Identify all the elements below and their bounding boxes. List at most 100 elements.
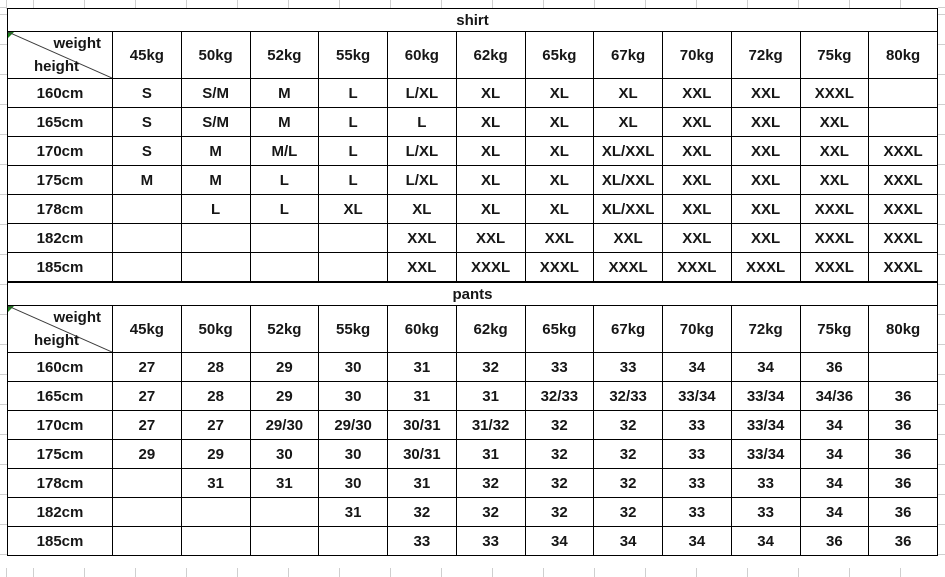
- height-row-header: 178cm: [7, 468, 113, 498]
- size-cell: L: [318, 136, 388, 166]
- size-cell: 29: [249, 381, 320, 411]
- size-cell: S/M: [180, 78, 251, 108]
- weight-column-header: 52kg: [249, 305, 320, 353]
- size-cell: 29: [112, 439, 182, 469]
- size-cell: 32: [455, 468, 526, 498]
- table-row: 185cm XXL XXXL XXXL XXXL XXXL XXXL XXXL XXXL: [7, 252, 938, 282]
- size-cell: XXL: [455, 223, 526, 253]
- size-cell: XXL: [662, 194, 732, 224]
- size-cell: M/L: [249, 136, 320, 166]
- size-cell: XL: [455, 136, 526, 166]
- size-cell: 27: [112, 352, 182, 382]
- weight-column-header: 60kg: [387, 31, 457, 79]
- size-cell: 29/30: [318, 410, 388, 440]
- size-cell: 28: [180, 381, 251, 411]
- size-cell: 31: [249, 468, 320, 498]
- size-cell: M: [249, 107, 320, 137]
- size-cell: XL: [455, 107, 526, 137]
- size-cell: [868, 107, 938, 137]
- size-cell: 34/36: [799, 381, 870, 411]
- size-cell: L: [387, 107, 457, 137]
- size-cell: 31: [455, 381, 526, 411]
- size-cell: XXXL: [868, 252, 938, 282]
- weight-column-header: 62kg: [455, 31, 526, 79]
- weight-column-header: 60kg: [387, 305, 457, 353]
- size-cell: 32/33: [593, 381, 663, 411]
- table-row: 165cm S S/M M L L XL XL XL XXL XXL XXL: [7, 107, 938, 137]
- size-cell: 31: [387, 468, 457, 498]
- size-cell: XXL: [730, 194, 801, 224]
- size-cell: [112, 468, 182, 498]
- size-cell: S/M: [180, 107, 251, 137]
- table-title-row: shirt: [7, 8, 938, 32]
- weight-column-header: 45kg: [112, 31, 182, 79]
- size-cell: [112, 223, 182, 253]
- size-cell: M: [180, 165, 251, 195]
- table-header-row: weight height 45kg 50kg 52kg 55kg 60kg 62kg 65kg…: [7, 305, 938, 353]
- size-cell: 32: [455, 497, 526, 527]
- weight-column-header: 50kg: [180, 31, 251, 79]
- size-cell: XXXL: [799, 194, 870, 224]
- size-cell: 33: [455, 526, 526, 556]
- weight-column-header: 75kg: [799, 305, 870, 353]
- size-cell: XXXL: [868, 223, 938, 253]
- table-row: 175cm 29 29 30 30 30/31 31 32 32 33 33/34 34 36: [7, 439, 938, 469]
- size-cell: XXL: [387, 223, 457, 253]
- size-cell: XL: [387, 194, 457, 224]
- size-cell: XL: [524, 194, 595, 224]
- size-cell: 33: [662, 410, 732, 440]
- corner-weight-label: weight: [53, 309, 102, 326]
- size-cell: XL: [455, 78, 526, 108]
- table-row: 170cm S M M/L L L/XL XL XL XL/XXL XXL XXL XXL XXXL: [7, 136, 938, 166]
- weight-column-header: 50kg: [180, 305, 251, 353]
- size-cell: XL: [524, 78, 595, 108]
- size-cell: 34: [730, 526, 801, 556]
- weight-column-header: 75kg: [799, 31, 870, 79]
- size-cell: 31: [455, 439, 526, 469]
- weight-column-header: 45kg: [112, 305, 182, 353]
- size-cell: XL: [524, 136, 595, 166]
- weight-height-corner-cell: weight height: [7, 31, 113, 79]
- size-cell: 36: [868, 468, 938, 498]
- size-table-0: shirt weight height 45kg 50kg 52kg 55kg 60kg 62k…: [7, 8, 938, 282]
- size-cell: XXL: [593, 223, 663, 253]
- size-cell: 33: [662, 468, 732, 498]
- height-row-header: 170cm: [7, 136, 113, 166]
- size-cell: 27: [180, 410, 251, 440]
- height-row-header: 175cm: [7, 439, 113, 469]
- size-cell: L/XL: [387, 78, 457, 108]
- size-cell: L: [318, 165, 388, 195]
- size-cell: [112, 194, 182, 224]
- size-cell: 31: [318, 497, 388, 527]
- size-cell: 33: [662, 439, 732, 469]
- height-row-header: 175cm: [7, 165, 113, 195]
- size-cell: 36: [868, 410, 938, 440]
- height-row-header: 160cm: [7, 78, 113, 108]
- corner-height-label: height: [34, 58, 79, 75]
- weight-column-header: 72kg: [730, 305, 801, 353]
- size-cell: XL: [524, 165, 595, 195]
- size-cell: XL: [524, 107, 595, 137]
- size-cell: 30: [318, 381, 388, 411]
- size-cell: [180, 252, 251, 282]
- weight-column-header: 55kg: [318, 31, 388, 79]
- table-row: 170cm 27 27 29/30 29/30 30/31 31/32 32 32 33 33/34…: [7, 410, 938, 440]
- size-cell: XXL: [799, 165, 870, 195]
- size-cell: 36: [868, 497, 938, 527]
- size-cell: L/XL: [387, 136, 457, 166]
- size-cell: 32: [593, 497, 663, 527]
- size-cell: 34: [799, 468, 870, 498]
- height-row-header: 165cm: [7, 107, 113, 137]
- weight-column-header: 55kg: [318, 305, 388, 353]
- weight-column-header: 67kg: [593, 31, 663, 79]
- size-cell: XL: [593, 78, 663, 108]
- weight-column-header: 65kg: [524, 305, 595, 353]
- size-cell: XXL: [730, 223, 801, 253]
- size-cell: XXXL: [868, 136, 938, 166]
- size-cell: [180, 497, 251, 527]
- size-cell: 34: [662, 526, 732, 556]
- size-cell: 32: [593, 468, 663, 498]
- weight-column-header: 70kg: [662, 305, 732, 353]
- table-header-row: weight height 45kg 50kg 52kg 55kg 60kg 62kg 65kg…: [7, 31, 938, 79]
- table-row: 182cm XXL XXL XXL XXL XXL XXL XXXL XXXL: [7, 223, 938, 253]
